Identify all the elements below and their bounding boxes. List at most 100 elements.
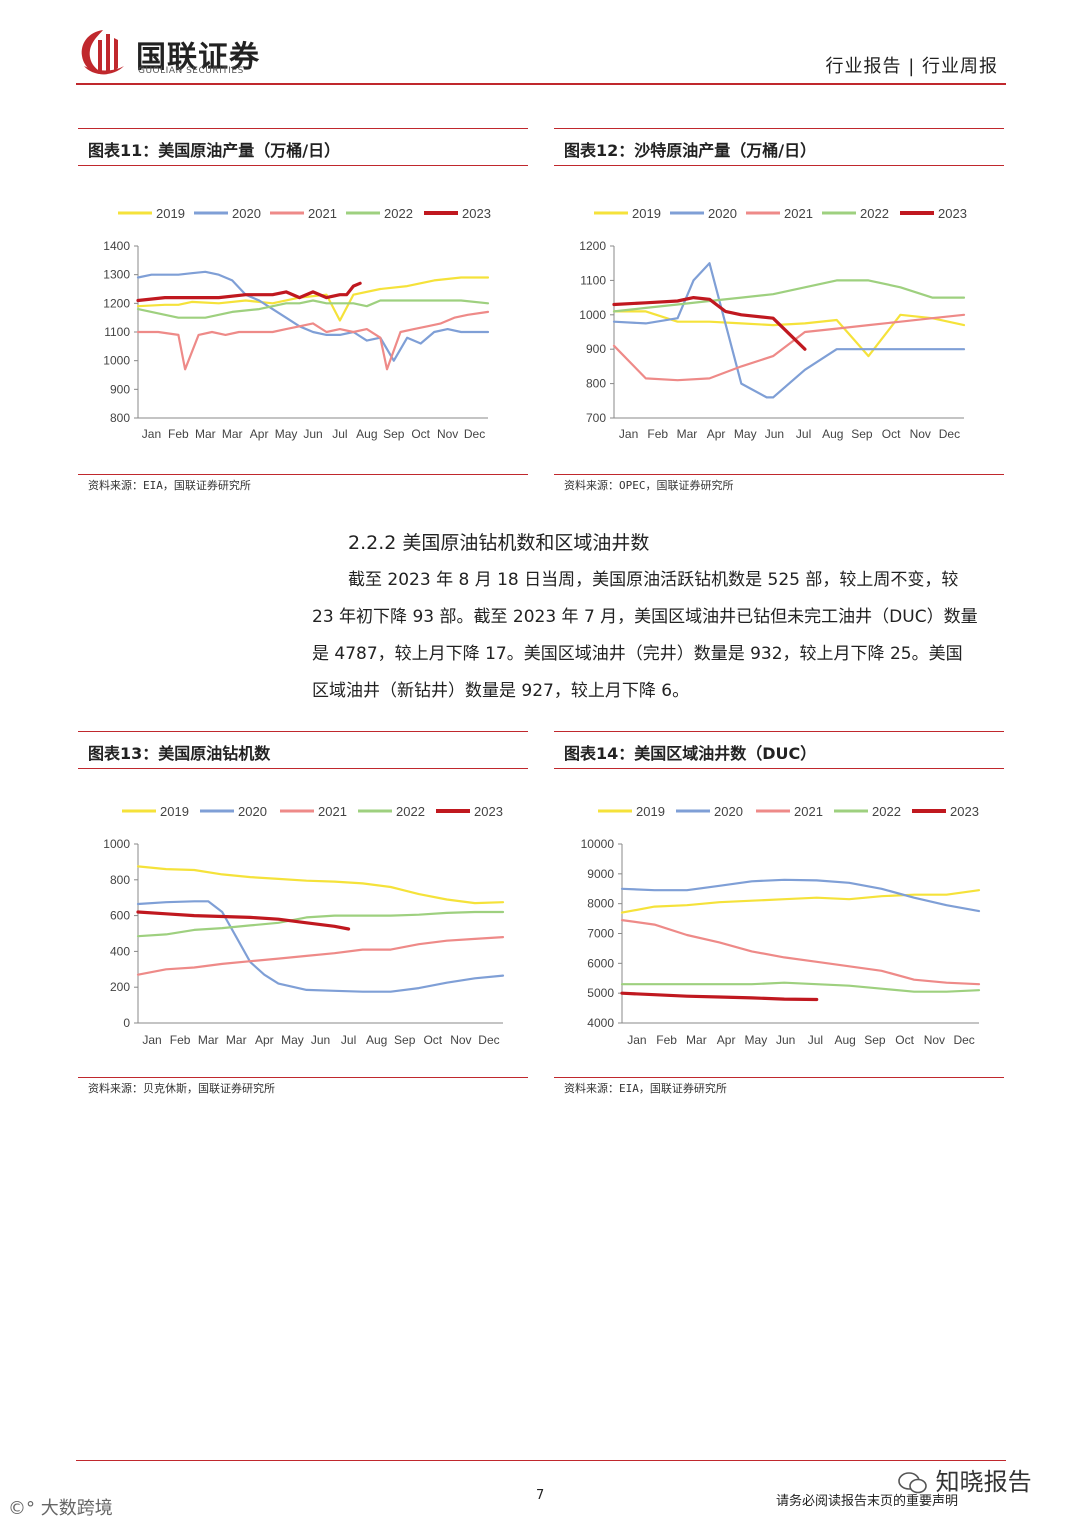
x-tick-label: Mar bbox=[195, 427, 216, 441]
fig12-source: 资料来源：OPEC，国联证券研究所 bbox=[564, 479, 734, 492]
x-tick-label: Mar bbox=[686, 1033, 707, 1047]
fig12-chart: 2019 2020 2021 2022 2023 700 800 900 1000 1100 120… bbox=[579, 206, 967, 441]
x-tick-label: Aug bbox=[366, 1033, 387, 1047]
x-tick-label: Apr bbox=[250, 427, 269, 441]
x-tick-label: Oct bbox=[882, 427, 901, 441]
x-tick-label: Jun bbox=[776, 1033, 795, 1047]
x-tick-label: Dec bbox=[939, 427, 960, 441]
y-tick-label: 6000 bbox=[587, 956, 614, 970]
y-tick-label: 7000 bbox=[587, 927, 614, 941]
series-line-2022 bbox=[136, 299, 490, 319]
legend-label: 2020 bbox=[238, 804, 267, 819]
y-tick-label: 10000 bbox=[581, 837, 615, 851]
legend-label: 2020 bbox=[232, 206, 261, 221]
fig13-title-rule bbox=[78, 768, 528, 769]
paragraph-line: 是 4787，较上月下降 17。美国区域油井（完井）数量是 932，较上月下降 … bbox=[312, 644, 963, 664]
legend-label: 2023 bbox=[938, 206, 967, 221]
y-tick-label: 5000 bbox=[587, 986, 614, 1000]
logo: 国联证券 GUOLIAN SECURITIES bbox=[78, 26, 278, 82]
series-line-2023 bbox=[136, 910, 351, 931]
x-tick-label: May bbox=[275, 427, 298, 441]
legend-label: 2020 bbox=[714, 804, 743, 819]
legend-label: 2022 bbox=[396, 804, 425, 819]
series-line-2020 bbox=[612, 262, 966, 399]
fig11-title-rule bbox=[78, 165, 528, 166]
fig14-title-rule bbox=[554, 768, 1004, 769]
x-tick-label: Dec bbox=[464, 427, 485, 441]
x-tick-label: Sep bbox=[851, 427, 873, 441]
series-line-2022 bbox=[620, 981, 981, 993]
y-tick-label: 9000 bbox=[587, 867, 614, 881]
y-tick-label: 4000 bbox=[587, 1016, 614, 1030]
legend-label: 2021 bbox=[794, 804, 823, 819]
series-line-2020 bbox=[136, 270, 490, 362]
fig13-bottom-rule bbox=[78, 1077, 528, 1078]
header-divider bbox=[76, 83, 1006, 85]
fig11-top-rule bbox=[78, 128, 528, 129]
disclaimer: 请务必阅读报告末页的重要声明 bbox=[776, 1494, 959, 1509]
wechat-icon bbox=[898, 1471, 928, 1495]
x-tick-label: May bbox=[734, 427, 757, 441]
x-tick-label: Jan bbox=[142, 1033, 161, 1047]
x-tick-label: Oct bbox=[895, 1033, 914, 1047]
x-tick-label: Sep bbox=[864, 1033, 886, 1047]
logo-text-cn: 国联证券 bbox=[136, 40, 260, 75]
fig12-title: 图表12：沙特原油产量（万桶/日） bbox=[564, 141, 817, 160]
x-tick-label: Mar bbox=[222, 427, 243, 441]
x-tick-label: Jun bbox=[303, 427, 322, 441]
x-tick-label: Aug bbox=[834, 1033, 855, 1047]
y-tick-label: 800 bbox=[110, 411, 130, 425]
fig11-source: 资料来源：EIA，国联证券研究所 bbox=[88, 479, 251, 492]
fig13-top-rule bbox=[78, 731, 528, 732]
x-tick-label: Apr bbox=[255, 1033, 274, 1047]
footer-divider bbox=[76, 1460, 1006, 1461]
legend-label: 2020 bbox=[708, 206, 737, 221]
x-tick-label: Sep bbox=[394, 1033, 416, 1047]
logo-text-en: GUOLIAN SECURITIES bbox=[138, 66, 244, 76]
section-paragraph: 截至 2023 年 8 月 18 日当周，美国原油活跃钻机数是 525 部，较上… bbox=[312, 562, 1012, 710]
fig14-bottom-rule bbox=[554, 1077, 1004, 1078]
watermark-left: ©° 大数跨境 bbox=[8, 1494, 113, 1520]
x-tick-label: Jul bbox=[808, 1033, 823, 1047]
x-tick-label: Mar bbox=[677, 427, 698, 441]
y-tick-label: 800 bbox=[110, 873, 130, 887]
fig14-chart: 2019 2020 2021 2022 2023 4000 5000 6000 7000 8000… bbox=[581, 804, 981, 1047]
x-tick-label: Apr bbox=[717, 1033, 736, 1047]
x-tick-label: Feb bbox=[168, 427, 189, 441]
x-tick-label: Mar bbox=[226, 1033, 247, 1047]
x-tick-label: Sep bbox=[383, 427, 405, 441]
fig14-top-rule bbox=[554, 731, 1004, 732]
paragraph-line: 截至 2023 年 8 月 18 日当周，美国原油活跃钻机数是 525 部，较上… bbox=[348, 570, 959, 590]
fig14-source: 资料来源：EIA，国联证券研究所 bbox=[564, 1082, 727, 1095]
x-tick-label: Dec bbox=[478, 1033, 499, 1047]
series-line-2021 bbox=[612, 313, 966, 382]
fig12-bottom-rule bbox=[554, 474, 1004, 475]
x-tick-label: Dec bbox=[953, 1033, 974, 1047]
y-tick-label: 1000 bbox=[103, 354, 130, 368]
series-line-2019 bbox=[620, 889, 981, 914]
legend-label: 2021 bbox=[784, 206, 813, 221]
x-tick-label: Feb bbox=[656, 1033, 677, 1047]
series-line-2019 bbox=[136, 865, 505, 905]
fig13-source: 资料来源：贝克休斯，国联证券研究所 bbox=[88, 1082, 275, 1095]
y-tick-label: 1200 bbox=[103, 296, 130, 310]
legend-label: 2021 bbox=[318, 804, 347, 819]
y-tick-label: 1200 bbox=[579, 239, 606, 253]
fig11-chart: 2019 2020 2021 2022 2023 800 900 1000 1100 1200 13… bbox=[103, 206, 491, 441]
section-heading: 2.2.2 美国原油钻机数和区域油井数 bbox=[348, 532, 650, 554]
paragraph-line: 区域油井（新钻井）数量是 927，较上月下降 6。 bbox=[312, 681, 690, 701]
series-line-2022 bbox=[136, 910, 505, 938]
legend-label: 2019 bbox=[632, 206, 661, 221]
fig13-chart: 2019 2020 2021 2022 2023 0 200 400 600 800 1000 Jan… bbox=[103, 804, 505, 1047]
logo-mark-icon bbox=[81, 30, 124, 75]
legend-label: 2023 bbox=[474, 804, 503, 819]
fig12-title-rule bbox=[554, 165, 1004, 166]
y-tick-label: 400 bbox=[110, 944, 130, 958]
x-tick-label: Jul bbox=[332, 427, 347, 441]
watermark-right-text: 知晓报告 bbox=[935, 1468, 1032, 1496]
report-type: 行业报告 | 行业周报 bbox=[825, 56, 998, 77]
x-tick-label: Jul bbox=[796, 427, 811, 441]
legend-label: 2019 bbox=[156, 206, 185, 221]
x-tick-label: Jun bbox=[311, 1033, 330, 1047]
x-tick-label: Nov bbox=[450, 1033, 471, 1047]
